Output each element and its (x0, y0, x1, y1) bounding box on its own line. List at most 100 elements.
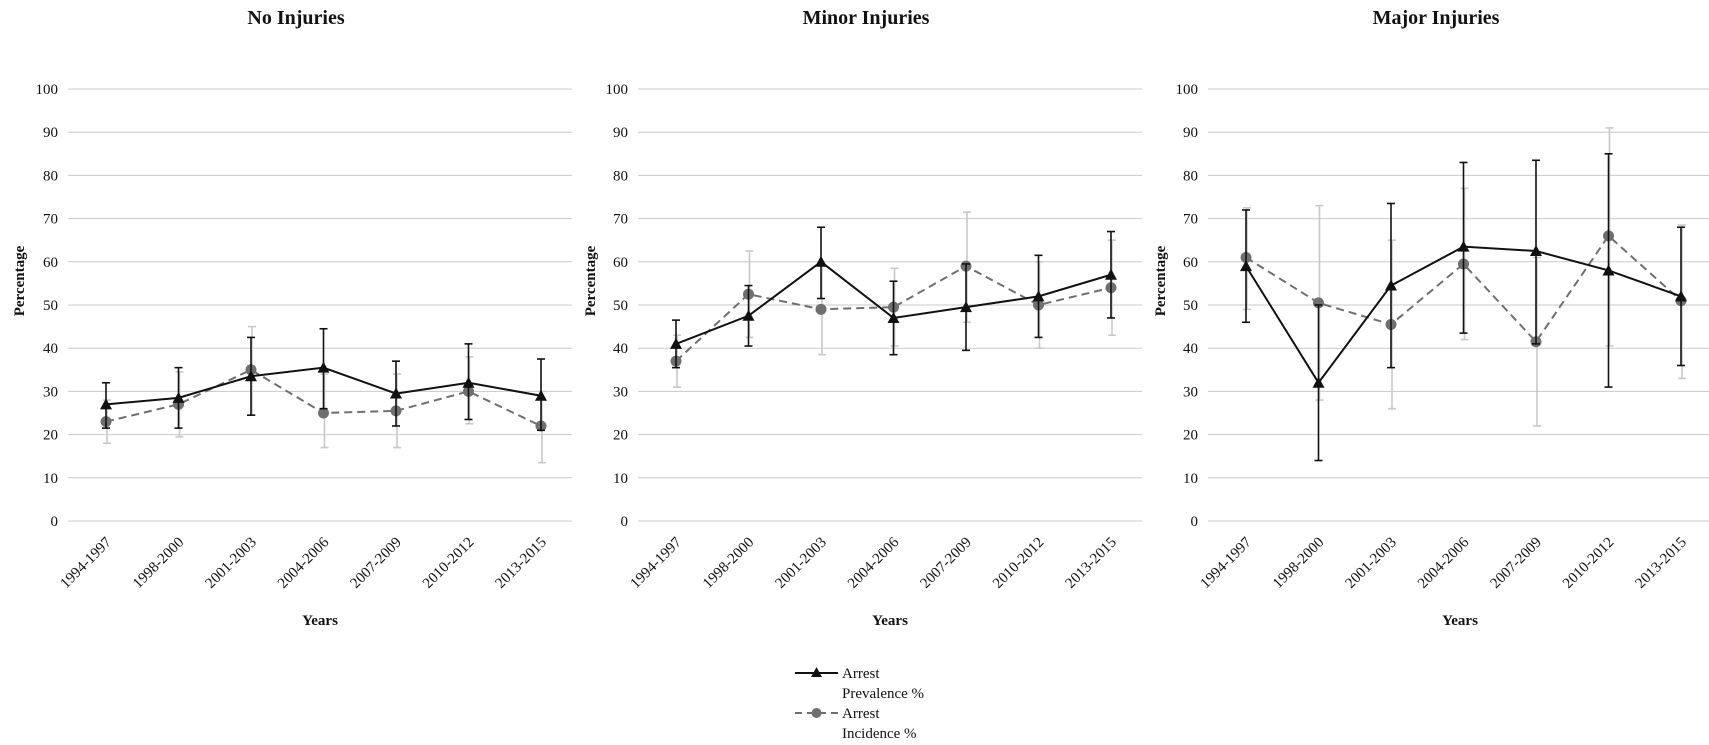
incidence-point (815, 303, 827, 315)
y-axis-label: Percentage (583, 245, 599, 316)
prevalence-point (742, 309, 755, 321)
prevalence-point (462, 376, 475, 388)
incidence-point (318, 407, 329, 419)
y-tick-label: 100 (606, 82, 629, 98)
legend-label-incidence-2: Incidence % (842, 726, 917, 742)
prevalence-point (815, 255, 827, 267)
x-tick-label: 2004-2006 (1415, 534, 1473, 592)
legend-triangle-marker (811, 667, 822, 677)
y-tick-label: 60 (43, 255, 58, 271)
y-tick-label: 100 (1176, 82, 1199, 98)
y-tick-label: 90 (1183, 125, 1198, 141)
series-marks (670, 211, 1117, 388)
y-tick-label: 50 (1183, 298, 1198, 314)
prevalence-point (535, 389, 547, 401)
prevalence-point (1105, 268, 1117, 280)
y-tick-label: 80 (1183, 168, 1198, 184)
x-tick-label: 2013-2015 (493, 535, 550, 592)
x-tick-label: 1998-2000 (700, 535, 757, 592)
legend-label-incidence-1: Arrest (842, 706, 880, 722)
x-axis-label: Years (1442, 613, 1478, 629)
y-tick-label: 50 (613, 298, 628, 314)
y-tick-label: 70 (613, 212, 628, 228)
chart-title: No Injuries (247, 7, 344, 29)
legend-label-prevalence-2: Prevalence % (842, 686, 924, 702)
chart-panel-minor-injuries: Minor Injuries Percentage Years 0 10 20 30 4… (583, 7, 1142, 629)
prevalence-point (172, 391, 185, 403)
prevalence-point (1530, 245, 1542, 256)
legend-item-incidence: Arrest Incidence % (795, 706, 917, 742)
gridlines (638, 88, 1142, 522)
y-tick-label: 100 (36, 82, 59, 98)
y-tick-label: 60 (1183, 255, 1198, 271)
y-tick-label: 30 (1183, 384, 1198, 400)
x-tick-label: 2007-2009 (348, 535, 405, 592)
y-tick-label: 60 (613, 255, 628, 271)
prevalence-point (1675, 290, 1687, 302)
y-tick-label: 30 (613, 384, 628, 400)
y-tick-label: 90 (43, 125, 58, 141)
x-tick-labels: 1994-1997 1998-2000 2001-2003 2004-2006 2007… (58, 534, 550, 592)
y-tick-label: 70 (1183, 212, 1198, 228)
x-tick-label: 2001-2003 (1343, 535, 1400, 592)
y-tick-label: 20 (43, 428, 58, 444)
gridlines (1208, 88, 1709, 522)
chart-panel-major-injuries: Major Injuries Percentage Years 0 10 20 30 4… (1153, 7, 1709, 629)
y-tick-label: 0 (1191, 514, 1199, 530)
x-tick-label: 2001-2003 (203, 535, 260, 592)
legend-item-prevalence: Arrest Prevalence % (795, 666, 924, 702)
y-tick-label: 50 (43, 298, 58, 314)
legend-circle-marker (811, 708, 822, 718)
prevalence-point (100, 398, 112, 410)
x-tick-label: 2004-2006 (275, 534, 333, 592)
x-tick-label: 1994-1997 (58, 534, 116, 592)
prevalence-point (670, 337, 682, 349)
y-tick-label: 0 (51, 514, 59, 530)
prevalence-point (1602, 264, 1615, 276)
y-tick-label: 30 (43, 384, 58, 400)
x-axis-label: Years (302, 613, 338, 629)
y-tick-label: 20 (613, 428, 628, 444)
chart-panel-no-injuries: No Injuries Percentage Years 0 10 20 30 40 50… (12, 7, 572, 629)
prevalence-point (1457, 240, 1470, 252)
y-tick-labels: 0 10 20 30 40 50 60 70 80 90 100 (36, 82, 59, 530)
y-tick-label: 40 (43, 341, 58, 357)
x-tick-label: 1998-2000 (1270, 535, 1327, 592)
x-tick-label: 2013-2015 (1063, 535, 1120, 592)
prevalence-point (1312, 376, 1325, 388)
y-tick-label: 80 (43, 168, 58, 184)
x-tick-label: 2001-2003 (773, 535, 830, 592)
y-tick-labels: 0 10 20 30 40 50 60 70 80 90 100 (606, 82, 629, 530)
prevalence-point (245, 370, 257, 382)
x-axis-label: Years (872, 613, 908, 629)
legend-label-prevalence-1: Arrest (842, 666, 880, 682)
prevalence-point (1240, 260, 1252, 272)
prevalence-point (960, 301, 972, 313)
chart-title: Major Injuries (1373, 7, 1500, 29)
x-tick-label: 1994-1997 (628, 534, 686, 592)
legend: Arrest Prevalence % Arrest Incidence % (795, 666, 924, 742)
x-tick-label: 2007-2009 (1488, 535, 1545, 592)
x-tick-label: 2004-2006 (845, 534, 903, 592)
y-tick-label: 70 (43, 212, 58, 228)
x-tick-label: 2010-2012 (1560, 535, 1617, 592)
x-tick-label: 2010-2012 (990, 535, 1047, 592)
prevalence-point (1032, 290, 1045, 302)
gridlines (68, 88, 572, 522)
y-tick-label: 0 (621, 514, 629, 530)
y-tick-label: 80 (613, 168, 628, 184)
y-tick-label: 10 (1183, 471, 1198, 487)
x-tick-labels: 1994-1997 1998-2000 2001-2003 2004-2006 2007… (628, 534, 1120, 592)
prevalence-point (317, 361, 330, 373)
x-tick-labels: 1994-1997 1998-2000 2001-2003 2004-2006 2007… (1198, 534, 1690, 592)
x-tick-label: 1998-2000 (130, 535, 187, 592)
series-marks (1240, 127, 1687, 462)
prevalence-point (887, 311, 900, 323)
y-tick-labels: 0 10 20 30 40 50 60 70 80 90 100 (1176, 82, 1199, 530)
x-tick-label: 2010-2012 (420, 535, 477, 592)
y-axis-label: Percentage (1153, 245, 1169, 316)
y-tick-label: 10 (43, 471, 58, 487)
y-tick-label: 20 (1183, 428, 1198, 444)
x-tick-label: 2013-2015 (1633, 535, 1690, 592)
